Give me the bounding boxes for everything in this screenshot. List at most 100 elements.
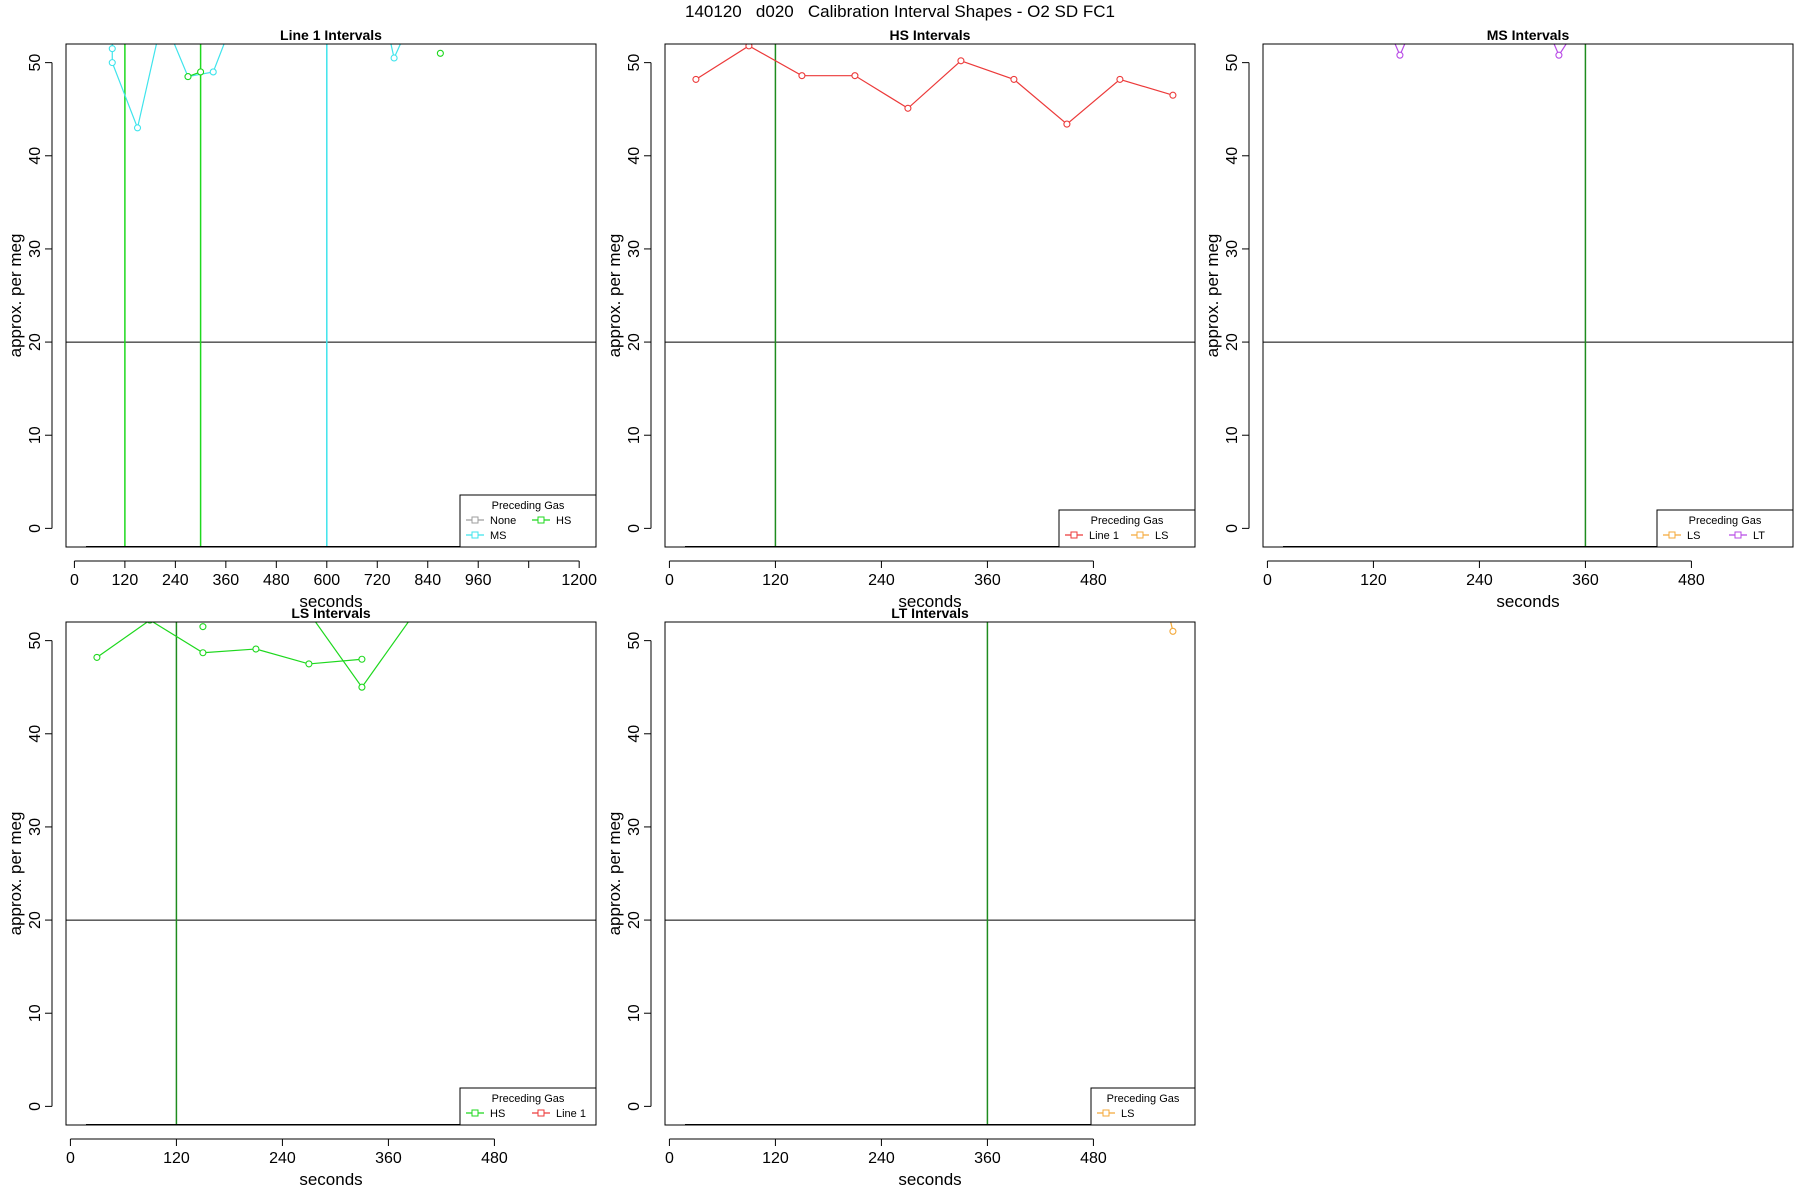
plot-frame	[65, 621, 597, 1126]
x-tick-label: 240	[868, 572, 895, 589]
x-axis-label: seconds	[898, 592, 961, 611]
panel-5: LT Intervals 0 120 240 360 480 0 10 20 30 40 50 seco…	[605, 605, 1196, 1189]
data-point	[223, 36, 229, 42]
plot-frame	[664, 621, 1196, 1126]
plot-frame	[65, 43, 597, 548]
panel-4: LS Intervals 0 120 240 360 480 0 10 20 30 40 50 seco…	[6, 605, 597, 1189]
legend-swatch-marker	[1102, 1109, 1110, 1117]
legend-box	[1656, 509, 1794, 548]
panel-title: Line 1 Intervals	[280, 27, 382, 43]
plot-area	[1263, 32, 1793, 547]
x-tick-label: 120	[762, 1150, 789, 1167]
x-axis-label: seconds	[299, 592, 362, 611]
plot-area	[665, 44, 1195, 547]
x-tick-label: 360	[375, 1150, 402, 1167]
legend-swatch-marker	[1136, 531, 1144, 539]
data-point	[184, 73, 192, 81]
legend-entry-label: LS	[1121, 1108, 1134, 1120]
panel-2: HS Intervals 0 120 240 360 480 0 10 20 30 40 50 seco…	[605, 27, 1196, 611]
data-point	[199, 649, 207, 657]
x-tick-label: 0	[665, 1150, 674, 1167]
x-tick-label: 360	[974, 572, 1001, 589]
x-axis-label: seconds	[1496, 592, 1559, 611]
data-point	[851, 72, 859, 80]
data-point	[199, 623, 207, 631]
data-point	[1169, 91, 1177, 99]
x-tick-label: 0	[70, 572, 79, 589]
plot-frame	[664, 43, 1196, 548]
panel-title: HS Intervals	[890, 27, 971, 43]
panel-title: LS Intervals	[291, 605, 371, 621]
data-point	[387, 36, 393, 42]
x-tick-label: 240	[162, 572, 189, 589]
plot-area	[66, 13, 596, 547]
y-tick-label: 30	[1224, 240, 1241, 258]
y-tick-label: 0	[626, 1102, 643, 1111]
x-tick-label: 0	[1263, 572, 1272, 589]
legend: Preceding Gas LS	[1090, 1087, 1196, 1126]
y-axis-label: approx. per meg	[6, 812, 25, 936]
y-tick-label: 0	[626, 524, 643, 533]
x-tick-label: 360	[974, 1150, 1001, 1167]
data-point	[108, 59, 116, 67]
x-tick-label: 240	[269, 1150, 296, 1167]
panel-title: MS Intervals	[1487, 27, 1570, 43]
y-tick-label: 40	[1224, 147, 1241, 165]
legend-title: Preceding Gas	[1689, 515, 1762, 527]
y-axis-label: approx. per meg	[605, 234, 624, 358]
x-tick-label: 240	[1466, 572, 1493, 589]
data-point	[93, 653, 101, 661]
legend-title: Preceding Gas	[1091, 515, 1164, 527]
y-tick-label: 30	[27, 240, 44, 258]
data-point	[904, 104, 912, 112]
data-point	[1166, 610, 1172, 616]
legend-entry-label: HS	[490, 1108, 505, 1120]
data-point	[957, 57, 965, 65]
data-point	[436, 49, 444, 57]
legend-box	[459, 494, 597, 548]
data-point	[108, 45, 116, 53]
legend-swatch-marker	[1070, 531, 1078, 539]
plot-area	[66, 622, 596, 1125]
y-tick-label: 20	[626, 911, 643, 929]
panel-1: Line 1 Intervals 0 120 240 360 480 600 720 840 96…	[6, 13, 597, 611]
y-tick-label: 30	[626, 240, 643, 258]
y-tick-label: 30	[626, 818, 643, 836]
data-point	[390, 54, 398, 62]
data-point	[109, 32, 115, 38]
legend-swatch-marker	[1734, 531, 1742, 539]
legend-entry-label: LT	[1753, 530, 1765, 542]
data-point	[358, 655, 366, 663]
x-axis-label: seconds	[299, 1170, 362, 1189]
data-point	[1388, 32, 1394, 38]
legend-title: Preceding Gas	[492, 1093, 565, 1105]
y-tick-label: 10	[626, 1004, 643, 1022]
data-point	[305, 660, 313, 668]
data-point	[252, 645, 260, 653]
x-axis-label: seconds	[898, 1170, 961, 1189]
x-tick-label: 480	[263, 572, 290, 589]
data-point	[1396, 51, 1404, 59]
y-tick-label: 40	[626, 725, 643, 743]
y-tick-label: 50	[1224, 54, 1241, 72]
data-point	[1010, 75, 1018, 83]
plot-frame	[1262, 43, 1794, 548]
legend-entry-label: LS	[1155, 530, 1168, 542]
plot-area	[665, 610, 1195, 1125]
data-point	[197, 68, 205, 76]
x-tick-label: 480	[1080, 572, 1107, 589]
x-tick-label: 120	[112, 572, 139, 589]
x-tick-label: 0	[66, 1150, 75, 1167]
y-tick-label: 40	[27, 725, 44, 743]
legend-swatch-marker	[471, 516, 479, 524]
data-point	[1169, 627, 1177, 635]
x-tick-label: 120	[762, 572, 789, 589]
legend-entry-label: Line 1	[1089, 530, 1119, 542]
legend-title: Preceding Gas	[1107, 1093, 1180, 1105]
series-line-1	[96, 622, 362, 665]
data-point	[160, 13, 166, 19]
data-point	[209, 68, 217, 76]
legend-box	[1090, 1087, 1196, 1126]
series-line-3	[314, 622, 410, 689]
